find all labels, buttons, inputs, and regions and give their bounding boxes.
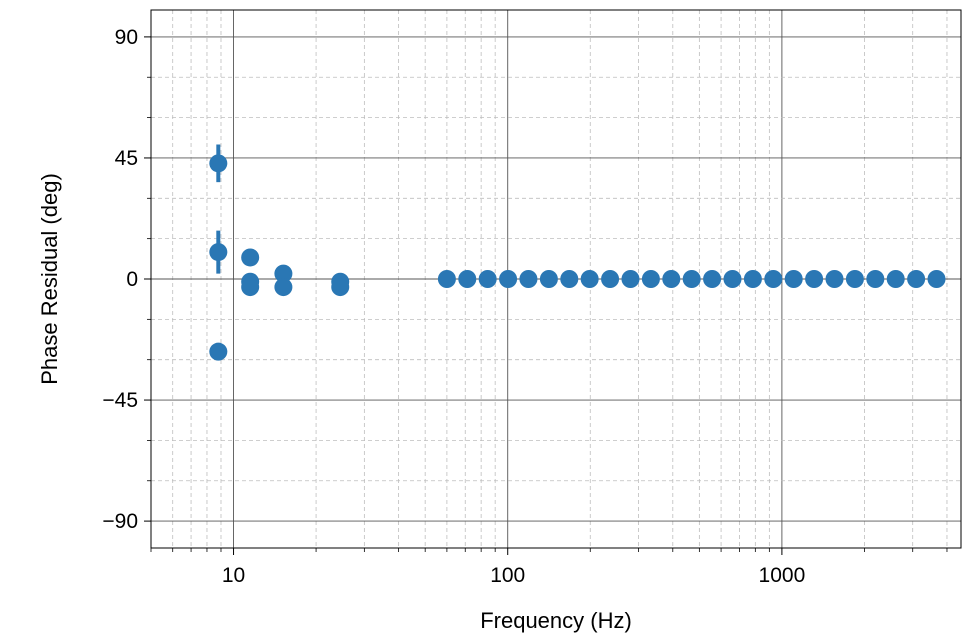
data-point <box>764 270 783 288</box>
data-point <box>458 270 477 288</box>
data-point <box>621 270 640 288</box>
data-point <box>274 278 293 297</box>
data-point <box>723 270 742 288</box>
data-point <box>209 342 228 361</box>
y-tick-label: 0 <box>126 268 138 291</box>
data-point <box>845 270 864 288</box>
data-point <box>209 243 228 262</box>
data-point <box>907 270 926 288</box>
data-point <box>478 270 497 288</box>
y-tick-label: 90 <box>115 26 138 49</box>
data-point <box>209 154 228 173</box>
data-point <box>241 278 260 297</box>
data-point <box>886 270 905 288</box>
data-point <box>560 270 579 288</box>
y-tick-label: 45 <box>115 147 138 170</box>
data-point <box>519 270 538 288</box>
data-point <box>682 270 701 288</box>
plot-frame <box>150 9 962 549</box>
data-point <box>866 270 885 288</box>
data-point <box>331 278 350 297</box>
data-point <box>641 270 660 288</box>
data-point <box>805 270 824 288</box>
data-point <box>662 270 681 288</box>
data-point <box>825 270 844 288</box>
data-point <box>274 264 293 283</box>
data-point <box>499 270 518 288</box>
data-point <box>241 248 260 267</box>
data-point <box>703 270 722 288</box>
data-points <box>209 144 946 361</box>
data-point <box>539 270 558 288</box>
data-point <box>784 270 803 288</box>
x-tick-label: 100 <box>490 564 525 587</box>
data-point <box>601 270 620 288</box>
axis-ticks <box>144 36 948 555</box>
x-axis-title: Frequency (Hz) <box>480 608 632 633</box>
y-axis-title: Phase Residual (deg) <box>37 173 62 385</box>
data-point <box>743 270 762 288</box>
x-tick-label: 10 <box>222 564 245 587</box>
y-tick-label: −45 <box>102 389 138 412</box>
data-point <box>927 270 946 288</box>
y-tick-label: −90 <box>102 510 138 533</box>
x-tick-label: 1000 <box>759 564 806 587</box>
data-point <box>437 270 456 288</box>
data-point <box>580 270 599 288</box>
tick-labels: 10 100 1000 90 45 0 −45 −90 <box>102 26 805 587</box>
